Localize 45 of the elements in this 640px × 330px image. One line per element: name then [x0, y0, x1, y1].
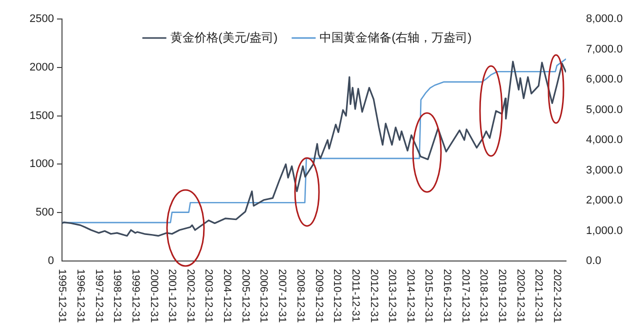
x-tick-label: 2018-12-31 [478, 269, 490, 323]
x-tick-label: 2012-12-31 [368, 269, 380, 323]
x-tick-label: 2014-12-31 [404, 269, 416, 323]
legend-label: 中国黄金储备(右轴，万盎司) [320, 30, 472, 44]
y2-tick-label: 0.0 [586, 255, 602, 268]
x-tick-label: 2008-12-31 [294, 269, 306, 323]
x-tick-label: 2016-12-31 [441, 269, 454, 323]
x-tick-label: 2015-12-31 [422, 269, 435, 323]
y2-tick-label: 4,000.0 [586, 134, 623, 146]
x-tick-label: 2003-12-31 [202, 269, 215, 323]
x-tick-label: 2017-12-31 [459, 269, 472, 323]
y2-tick-label: 3,000.0 [586, 164, 623, 176]
x-tick-label: 2001-12-31 [166, 269, 178, 323]
x-tick-label: 2002-12-31 [184, 269, 196, 323]
x-tick-label: 2022-12-31 [551, 269, 564, 323]
x-tick-label: 2007-12-31 [276, 269, 288, 323]
y-tick-label: 0 [48, 255, 54, 268]
x-tick-label: 2013-12-31 [386, 269, 398, 323]
x-tick-label: 1995-12-31 [56, 269, 68, 323]
x-tick-label: 2011-12-31 [349, 269, 362, 322]
x-tick-label: 2021-12-31 [532, 269, 545, 323]
x-tick-label: 2010-12-31 [331, 269, 344, 323]
y-tick-label: 1500 [30, 110, 54, 122]
x-tick-label: 2020-12-31 [514, 269, 526, 323]
y-tick-label: 2000 [30, 61, 54, 74]
y2-tick-label: 7,000.0 [586, 43, 623, 56]
y-tick-label: 2500 [30, 13, 54, 26]
x-tick-label: 1999-12-31 [129, 269, 142, 323]
x-tick-label: 2006-12-31 [258, 269, 270, 323]
y-tick-label: 500 [36, 206, 54, 219]
y2-tick-label: 5,000.0 [586, 104, 623, 116]
y2-tick-label: 2,000.0 [586, 194, 623, 207]
x-tick-label: 2009-12-31 [312, 269, 325, 323]
legend-label: 黄金价格(美元/盎司) [170, 30, 278, 44]
x-tick-label: 2019-12-31 [496, 269, 508, 323]
x-tick-label: 1997-12-31 [92, 269, 105, 323]
x-tick-label: 2005-12-31 [239, 269, 252, 323]
x-tick-label: 2004-12-31 [221, 269, 234, 323]
x-tick-label: 1998-12-31 [111, 269, 124, 323]
y-tick-label: 1000 [30, 158, 54, 170]
x-tick-label: 2000-12-31 [148, 269, 160, 323]
x-tick-label: 1996-12-31 [74, 269, 86, 323]
y2-tick-label: 6,000.0 [586, 74, 623, 86]
y2-tick-label: 1,000.0 [586, 224, 623, 237]
y2-tick-label: 8,000.0 [586, 13, 623, 26]
